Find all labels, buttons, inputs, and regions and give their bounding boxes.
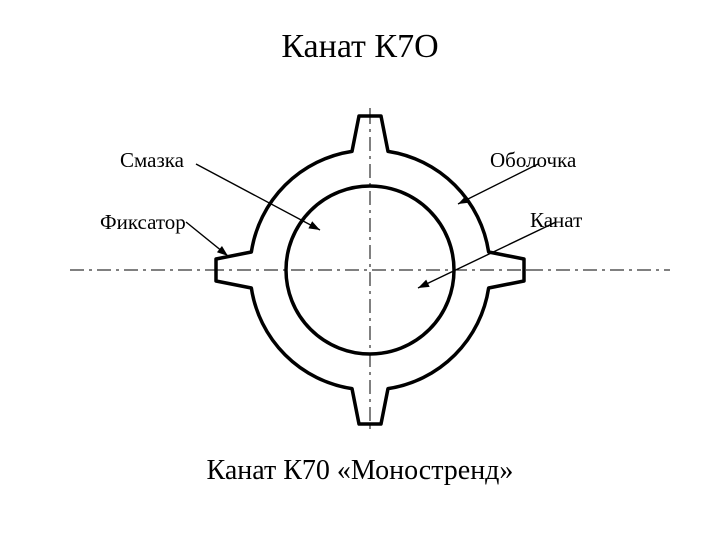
label-obolochka: Оболочка <box>490 148 576 173</box>
label-smazka: Смазка <box>120 148 184 173</box>
label-kanat: Канат <box>530 208 582 233</box>
label-fiksator: Фиксатор <box>100 210 186 235</box>
caption: Канат К70 «Моностренд» <box>0 455 720 487</box>
leader-arrowhead-1 <box>217 246 228 256</box>
stage: Канат К7О Смазка Фиксатор Оболочка Канат… <box>0 0 720 540</box>
